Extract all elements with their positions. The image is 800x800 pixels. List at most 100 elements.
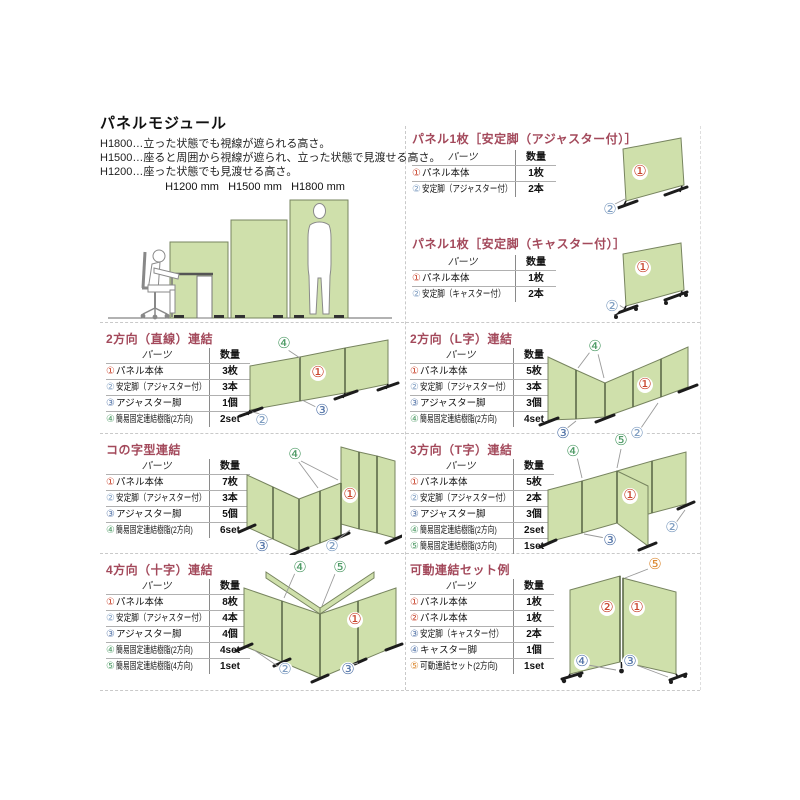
part-name: アジャスター脚 [115, 628, 182, 640]
part-qty: 5枚 [526, 476, 542, 488]
table-row: ⑤ 可動連結セット(2方向) 1set [410, 658, 554, 674]
part-name: 安定脚（アジャスター付） [115, 612, 207, 624]
part-qty: 2本 [526, 492, 542, 504]
row-number: ② [412, 183, 421, 195]
part-qty: 2set [523, 524, 544, 536]
part-qty: 3枚 [222, 365, 238, 377]
row-number: ① [106, 476, 115, 488]
row-number: ① [106, 596, 115, 608]
part-qty: 1枚 [526, 612, 542, 624]
col-header-qty: 数量 [220, 580, 240, 592]
row-number: ⑤ [106, 660, 115, 672]
parts-table-u-shape: パーツ 数量 ① パネル本体 7枚 ② 安定脚（アジャスター付） 3本 ③ アジャスター脚 5… [106, 459, 250, 538]
part-qty: 1個 [526, 644, 542, 656]
col-header-parts: パーツ [106, 459, 210, 474]
table-row: ④ 簡易固定連結樹脂(2方向) 6set [106, 522, 250, 538]
part-qty: 4本 [222, 612, 238, 624]
part-qty: 1set [523, 540, 544, 552]
part-qty: 8枚 [222, 596, 238, 608]
diagram-marker-connector-3way: ⑤ [613, 432, 629, 449]
part-name: 簡易固定連結樹脂(3方向) [419, 540, 497, 552]
divider-horizontal-bottom [100, 690, 700, 691]
part-name: パネル本体 [115, 365, 164, 377]
height-label-h1800: H1800 mm [291, 181, 345, 193]
part-qty: 2set [219, 413, 240, 425]
part-qty: 4個 [222, 628, 238, 640]
diagram-marker-foot: ② [324, 538, 340, 555]
row-number: ③ [410, 628, 419, 640]
diagram-marker-panel-2: ② [599, 599, 615, 616]
diagram-marker-panel: ① [632, 163, 648, 180]
diagram-marker-foot: ② [629, 425, 645, 442]
row-number: ① [412, 167, 421, 179]
table-row: ③ アジャスター脚 3個 [410, 506, 554, 522]
part-name: パネル本体 [115, 596, 164, 608]
part-qty: 3本 [526, 381, 542, 393]
table-row: ④ 簡易固定連結樹脂(2方向) 2set [410, 522, 554, 538]
part-name: 簡易固定連結樹脂(2方向) [115, 524, 193, 536]
diagram-marker-panel: ① [342, 486, 358, 503]
col-header-qty: 数量 [220, 460, 240, 472]
table-row: ② パネル本体 1枚 [410, 610, 554, 626]
col-header-parts: パーツ [410, 579, 514, 594]
table-row: ④ 簡易固定連結樹脂(2方向) 2set [106, 411, 250, 427]
divider-vertical-center [405, 126, 406, 690]
part-name: 安定脚（アジャスター付） [419, 492, 511, 504]
col-header-qty: 数量 [524, 349, 544, 361]
row-number: ① [106, 365, 115, 377]
part-qty: 1枚 [528, 272, 544, 284]
diagram-marker-adjuster: ③ [254, 538, 270, 555]
row-number: ② [410, 381, 419, 393]
table-row: ③ アジャスター脚 5個 [106, 506, 250, 522]
row-number: ⑤ [410, 660, 419, 672]
row-number: ④ [106, 524, 115, 536]
desc-line-h1200: H1200…座った状態でも見渡せる高さ。 [100, 166, 298, 178]
parts-table-movable-set: パーツ 数量 ① パネル本体 1枚 ② パネル本体 1枚 ③ 安定脚（キャスター付） 2本 ④… [410, 579, 554, 674]
height-label-h1200: H1200 mm [165, 181, 219, 193]
table-row: ③ アジャスター脚 1個 [106, 395, 250, 411]
col-header-qty: 数量 [220, 349, 240, 361]
diagram-marker-foot: ② [602, 201, 618, 218]
part-qty: 3本 [222, 492, 238, 504]
part-qty: 1枚 [528, 167, 544, 179]
table-row: ④ 簡易固定連結樹脂(2方向) 4set [106, 642, 250, 658]
section-title-u-shape: コの字型連結 [106, 443, 182, 457]
col-header-parts: パーツ [410, 459, 514, 474]
part-name: アジャスター脚 [115, 508, 182, 520]
part-name: パネル本体 [419, 612, 468, 624]
table-row: ② 安定脚（キャスター付） 2本 [412, 286, 556, 302]
divider-horizontal-1 [100, 322, 700, 323]
col-header-parts: パーツ [412, 255, 516, 270]
row-number: ④ [410, 644, 419, 656]
part-name: 安定脚（キャスター付） [419, 628, 504, 640]
col-header-parts: パーツ [410, 348, 514, 363]
row-number: ② [106, 381, 115, 393]
part-name: 安定脚（アジャスター付） [115, 381, 207, 393]
parts-table-3way-T: パーツ 数量 ① パネル本体 5枚 ② 安定脚（アジャスター付） 2本 ③ アジャスター脚 3… [410, 459, 554, 554]
part-qty: 2本 [528, 288, 544, 300]
part-name: アジャスター脚 [419, 508, 486, 520]
part-qty: 3個 [526, 397, 542, 409]
col-header-parts: パーツ [106, 348, 210, 363]
part-name: パネル本体 [115, 476, 164, 488]
table-row: ② 安定脚（アジャスター付） 3本 [106, 379, 250, 395]
row-number: ③ [106, 508, 115, 520]
row-number: ④ [106, 413, 115, 425]
diagram-4way-cross [234, 571, 404, 684]
row-number: ③ [410, 508, 419, 520]
page-title: パネルモジュール [100, 115, 227, 132]
diagram-marker-panel: ① [347, 611, 363, 628]
table-row: ② 安定脚（アジャスター付） 2本 [410, 490, 554, 506]
table-row: ⑤ 簡易固定連結樹脂(4方向) 1set [106, 658, 250, 674]
part-qty: 4set [523, 413, 544, 425]
section-title-4way-cross: 4方向（十字）連結 [106, 563, 214, 577]
table-row: ① パネル本体 1枚 [410, 594, 554, 610]
part-qty: 1枚 [526, 596, 542, 608]
diagram-marker-connector: ④ [276, 335, 292, 352]
section-title-movable-set: 可動連結セット例 [410, 563, 511, 577]
row-number: ① [410, 365, 419, 377]
table-row: ④ キャスター脚 1個 [410, 642, 554, 658]
parts-table-2way-straight: パーツ 数量 ① パネル本体 3枚 ② 安定脚（アジャスター付） 3本 ③ アジャスター脚 1… [106, 348, 250, 427]
parts-table-panel1-caster: パーツ 数量 ① パネル本体 1枚 ② 安定脚（キャスター付） 2本 [412, 255, 556, 302]
